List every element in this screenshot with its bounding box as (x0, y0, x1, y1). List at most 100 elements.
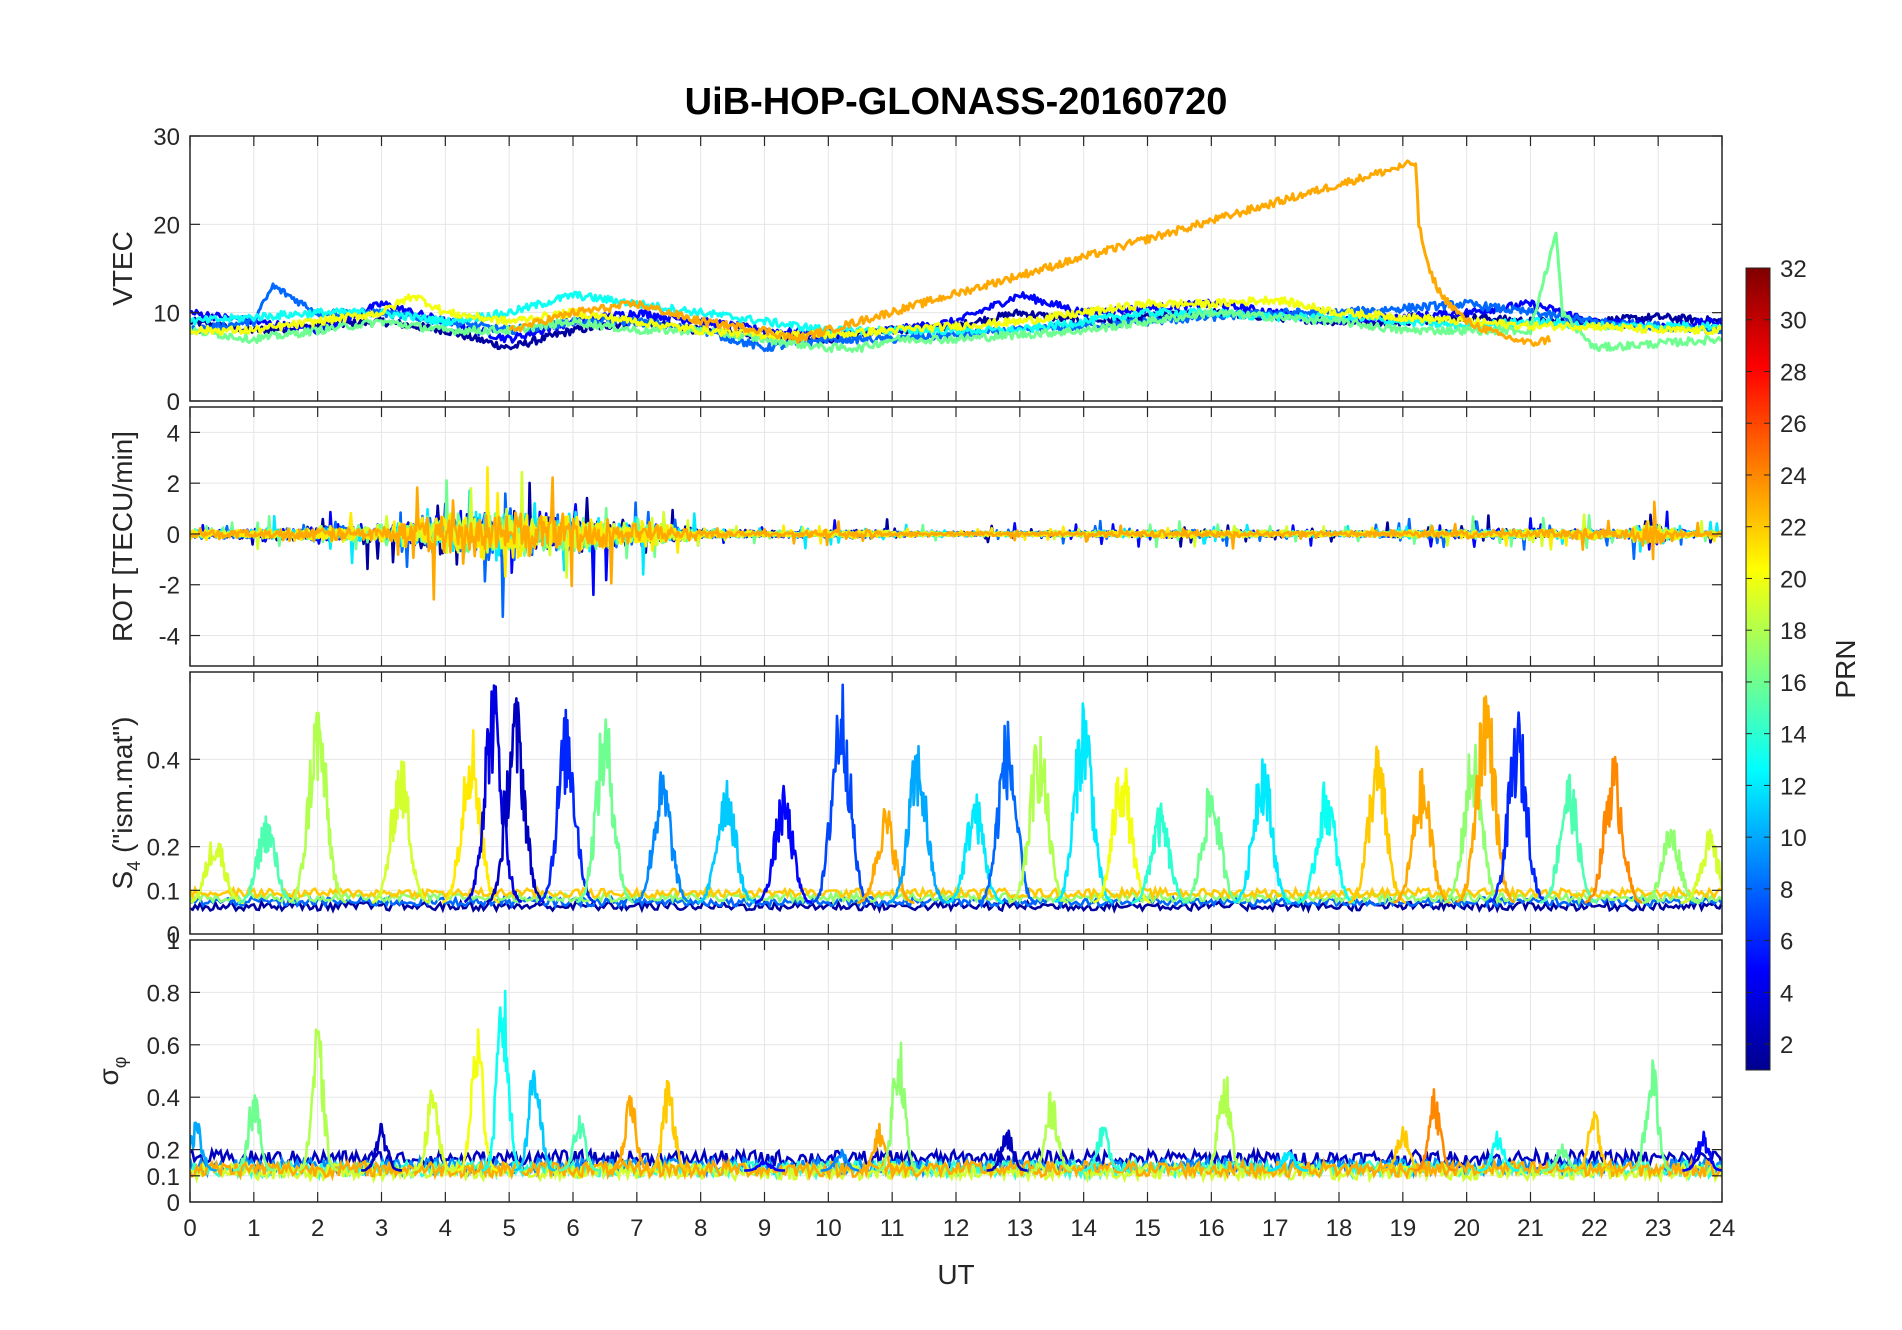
colorbar-tick-label: 26 (1780, 411, 1807, 438)
x-tick-label: 0 (183, 1215, 196, 1242)
colorbar-tick-label: 8 (1780, 877, 1793, 904)
sigma-y-tick-label-top: 1 (167, 928, 180, 955)
s4-y-tick-label: 0.1 (147, 878, 180, 905)
sigma-burst-prn-20 (456, 1028, 499, 1172)
colorbar-gradient (1745, 267, 1771, 1071)
x-tick-label: 8 (694, 1215, 707, 1242)
sigma-burst-prn-11 (513, 1069, 556, 1172)
s4-burst-prn-8 (977, 720, 1037, 904)
colorbar-tick-label: 10 (1780, 825, 1807, 852)
sigma-burst-prn-16 (232, 1094, 275, 1172)
s4-y-tick-label: 0.4 (147, 747, 180, 774)
s4-y-tick-label: 0.2 (147, 835, 180, 862)
s4-burst-prn-10 (888, 744, 948, 904)
s4-series-group (190, 683, 1722, 914)
vtec-series-prn-23 (509, 159, 1552, 348)
vtec-series-group (190, 159, 1722, 354)
s4-burst-prn-9 (632, 771, 692, 904)
x-tick-label: 11 (880, 1215, 905, 1242)
rot-panel: 4 2 0 -2 -4 ROT [TECU/min] (107, 406, 1723, 667)
sigma_phi-y-axis-label: σφ (93, 1057, 130, 1086)
sigma_phi-y-tick-label: 0.1 (147, 1164, 180, 1191)
sigma-burst-prn-22 (1573, 1111, 1616, 1172)
x-tick-label: 13 (1006, 1215, 1033, 1242)
s4-y-label-subscript: 4 (124, 861, 144, 871)
colorbar-tick-label: 22 (1780, 515, 1807, 542)
s4-burst-prn-7 (811, 683, 871, 904)
x-tick-label: 18 (1326, 1215, 1353, 1242)
colorbar-tick-label: 6 (1780, 929, 1793, 956)
sigma-burst-prn-5 (743, 1160, 786, 1172)
s4-burst-prn-3 (485, 697, 545, 904)
colorbar-tick-label: 14 (1780, 722, 1807, 749)
s4-burst-prn-19 (371, 760, 430, 904)
colorbar-tick-label: 4 (1780, 980, 1793, 1007)
colorbar-tick-label: 32 (1780, 256, 1807, 283)
sigma-burst-prn-23 (609, 1095, 652, 1172)
chart-title: UiB-HOP-GLONASS-20160720 (685, 81, 1228, 123)
sigma-baseline-prn-19 (190, 1158, 1722, 1184)
colorbar-tick-label: 20 (1780, 566, 1807, 593)
sigma-burst-prn-15 (558, 1114, 601, 1172)
sigma_phi-y-tick-label: 0.8 (147, 980, 180, 1007)
rot-y-tick-label: -4 (159, 624, 180, 651)
rot-y-tick-label: 0 (167, 522, 180, 549)
vtec-y-axis-label: VTEC (107, 231, 138, 306)
colorbar-tick-label: 24 (1780, 463, 1807, 490)
sigma-series-group (190, 989, 1722, 1184)
s4-burst-prn-20 (1092, 767, 1152, 904)
s4-burst-prn-12 (1233, 758, 1292, 904)
sigma-burst-prn-18 (1203, 1076, 1245, 1172)
sigma_phi-y-tick-label: 0.6 (147, 1033, 180, 1060)
x-tick-label: 16 (1198, 1215, 1225, 1242)
colorbar-tick-label: 30 (1780, 308, 1807, 335)
s4-burst-prn-14 (1130, 802, 1190, 905)
s4-y-tick-label-bottom: 0 (167, 922, 180, 949)
colorbar-tick-label: 16 (1780, 670, 1807, 697)
rot-series-group (190, 466, 1722, 618)
sigma-burst-prn-18 (296, 1028, 339, 1172)
x-tick-label: 3 (375, 1215, 388, 1242)
s4-burst-prn-13 (1297, 781, 1356, 904)
sigma-burst-prn-12 (1267, 1151, 1309, 1172)
vtec-panel: 0 10 20 30 VTEC (107, 124, 1723, 416)
sigma-burst-prn-3 (360, 1122, 403, 1172)
s4-burst-prn-23 (1392, 767, 1452, 904)
vtec-y-label-main: VTEC (107, 231, 138, 306)
s4-burst-prn-16 (1182, 787, 1241, 905)
rot-y-tick-label: 4 (167, 420, 180, 447)
vtec-y-tick-label: 20 (153, 212, 180, 239)
s4-burst-prn-19 (1680, 828, 1722, 905)
s4-burst-prn-5 (754, 784, 813, 904)
sigma_phi-y-tick-label: 0.2 (147, 1138, 180, 1165)
sigma-burst-prn-5 (1681, 1130, 1722, 1172)
colorbar-tick-label: 12 (1780, 773, 1807, 800)
sigma-burst-prn-3 (986, 1129, 1028, 1172)
s4-y-label-main: S (107, 871, 138, 890)
x-tick-label: 5 (502, 1215, 515, 1242)
s4-burst-prn-11 (696, 779, 756, 904)
colorbar-label: PRN (1830, 639, 1861, 698)
x-tick-label: 6 (566, 1215, 579, 1242)
x-axis-label: UT (937, 1259, 974, 1290)
s4-burst-prn-19 (190, 841, 245, 905)
sigma-burst-prn-16 (1630, 1059, 1673, 1172)
x-tick-label: 12 (943, 1215, 970, 1242)
s4-burst-prn-12 (945, 793, 1005, 905)
s4-y-label-suffix: ("ism.mat") (107, 716, 138, 860)
x-tick-label: 14 (1070, 1215, 1097, 1242)
x-tick-label: 21 (1517, 1215, 1544, 1242)
sigma-burst-prn-9 (820, 1148, 862, 1172)
sigma-burst-prn-14 (1081, 1126, 1124, 1172)
vtec-y-tick-label: 10 (153, 301, 180, 328)
x-tick-label: 10 (815, 1215, 842, 1242)
x-tick-label: 20 (1453, 1215, 1480, 1242)
s4-burst-prn-23 (856, 807, 915, 905)
s4-y-axis-label: S4 ("ism.mat") (107, 716, 144, 889)
sigma_phi-y-tick-label: 0.4 (147, 1085, 180, 1112)
x-tick-label: 23 (1645, 1215, 1672, 1242)
s4-burst-prn-15 (237, 815, 296, 905)
s4-burst-prn-6 (1488, 711, 1547, 904)
